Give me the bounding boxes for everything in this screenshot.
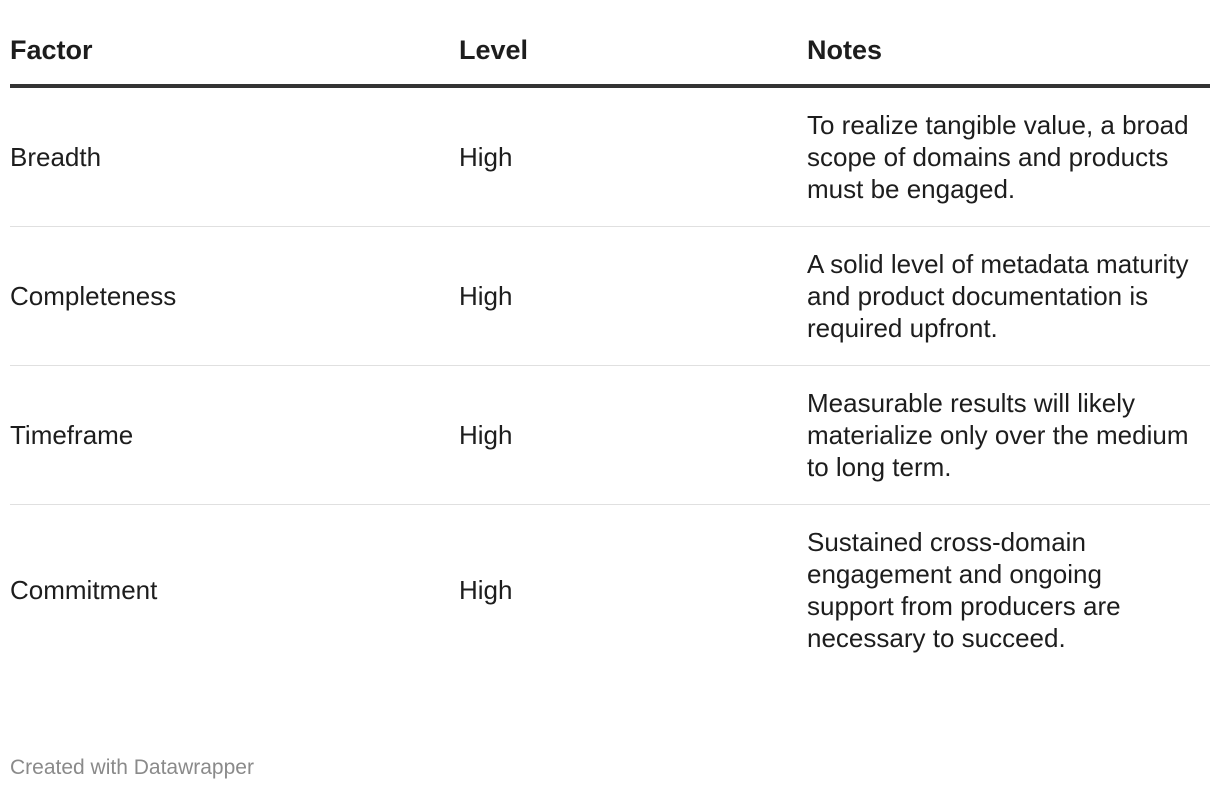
table-row: Completeness High A solid level of metad… xyxy=(10,226,1210,366)
factor-cell: Commitment xyxy=(10,575,158,605)
level-cell: High xyxy=(459,226,807,366)
datawrapper-credit: Created with Datawrapper xyxy=(10,756,254,779)
notes-cell: To realize tangible value, a broad scope… xyxy=(807,86,1210,227)
notes-cell: A solid level of metadata maturity and p… xyxy=(807,226,1210,366)
data-table: Factor Level Notes Breadth High To reali… xyxy=(10,34,1210,675)
level-cell: High xyxy=(459,575,513,605)
factor-cell: Completeness xyxy=(10,226,459,366)
table-row: Breadth High To realize tangible value, … xyxy=(10,86,1210,227)
table-body: Breadth High To realize tangible value, … xyxy=(10,86,1210,675)
table-header: Factor Level Notes xyxy=(10,34,1210,88)
level-cell: High xyxy=(459,365,807,505)
table-row: Commitment High Sustained cross-domain e… xyxy=(10,505,1210,676)
factor-cell: Breadth xyxy=(10,86,459,227)
column-header-level: Level xyxy=(459,34,807,88)
factor-cell: Timeframe xyxy=(10,365,459,505)
data-table-container: Factor Level Notes Breadth High To reali… xyxy=(10,34,1210,675)
level-cell: High xyxy=(459,86,807,227)
notes-cell: Sustained cross-domain engagement and on… xyxy=(807,527,1121,653)
table-row: Timeframe High Measurable results will l… xyxy=(10,365,1210,505)
header-row: Factor Level Notes xyxy=(10,34,1210,88)
column-header-factor: Factor xyxy=(10,34,459,88)
column-header-notes: Notes xyxy=(807,34,1210,88)
notes-cell: Measurable results will likely materiali… xyxy=(807,365,1210,505)
